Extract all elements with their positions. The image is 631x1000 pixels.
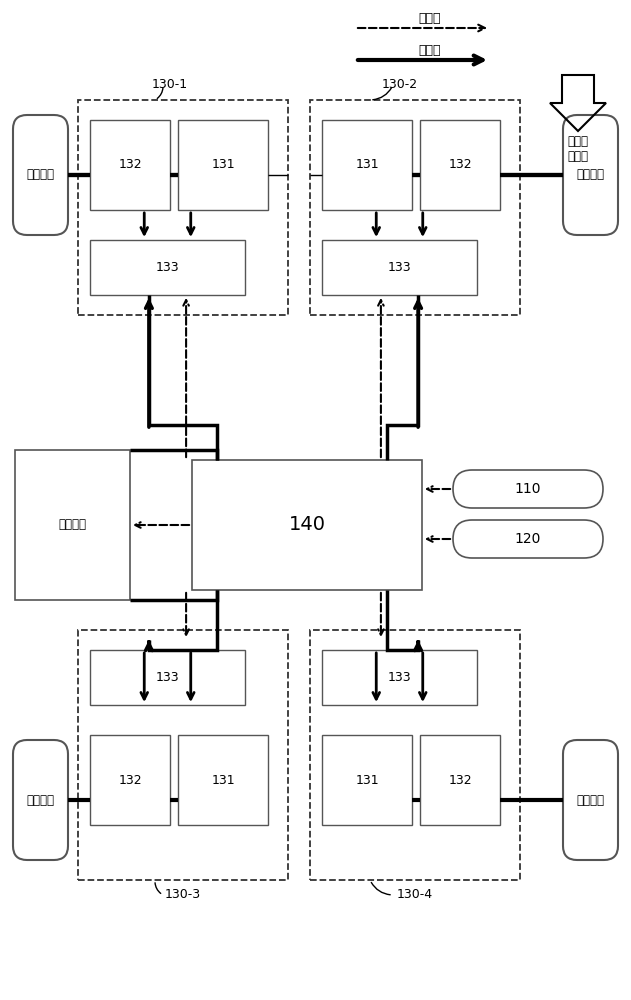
Text: 130-4: 130-4 xyxy=(397,888,433,902)
Text: 131: 131 xyxy=(211,158,235,172)
Text: 131: 131 xyxy=(211,774,235,786)
Bar xyxy=(322,650,477,705)
Text: 131: 131 xyxy=(355,158,379,172)
Text: 右前车轮: 右前车轮 xyxy=(577,168,604,182)
Text: 120: 120 xyxy=(515,532,541,546)
Bar xyxy=(90,735,170,825)
Text: 汽车行
驶方向: 汽车行 驶方向 xyxy=(567,135,589,163)
Text: 133: 133 xyxy=(387,671,411,684)
Bar xyxy=(420,735,500,825)
Text: 133: 133 xyxy=(387,261,411,274)
Text: 131: 131 xyxy=(355,774,379,786)
Text: 132: 132 xyxy=(118,774,142,786)
Bar xyxy=(90,240,245,295)
Bar xyxy=(310,630,520,880)
Text: 132: 132 xyxy=(448,774,472,786)
Text: 电流线: 电流线 xyxy=(419,43,441,56)
Bar xyxy=(310,100,520,315)
Text: 132: 132 xyxy=(448,158,472,172)
Bar xyxy=(78,630,288,880)
Text: 130-2: 130-2 xyxy=(382,79,418,92)
Text: 133: 133 xyxy=(156,261,179,274)
Text: 信号线: 信号线 xyxy=(419,11,441,24)
Bar xyxy=(78,100,288,315)
Text: 140: 140 xyxy=(288,516,326,534)
Bar xyxy=(15,450,130,600)
Text: 左前车轮: 左前车轮 xyxy=(27,168,54,182)
Bar xyxy=(322,120,412,210)
Text: 133: 133 xyxy=(156,671,179,684)
Bar xyxy=(322,735,412,825)
Bar xyxy=(420,120,500,210)
Text: 左后车轮: 左后车轮 xyxy=(27,794,54,806)
Text: 130-3: 130-3 xyxy=(165,888,201,902)
Text: 110: 110 xyxy=(515,482,541,496)
Bar xyxy=(90,120,170,210)
Bar xyxy=(192,460,422,590)
Bar xyxy=(178,120,268,210)
Bar xyxy=(90,650,245,705)
Text: 132: 132 xyxy=(118,158,142,172)
Text: 右后车轮: 右后车轮 xyxy=(577,794,604,806)
Text: 动力电池: 动力电池 xyxy=(59,518,86,532)
Text: 130-1: 130-1 xyxy=(152,79,188,92)
Bar xyxy=(322,240,477,295)
Bar xyxy=(178,735,268,825)
